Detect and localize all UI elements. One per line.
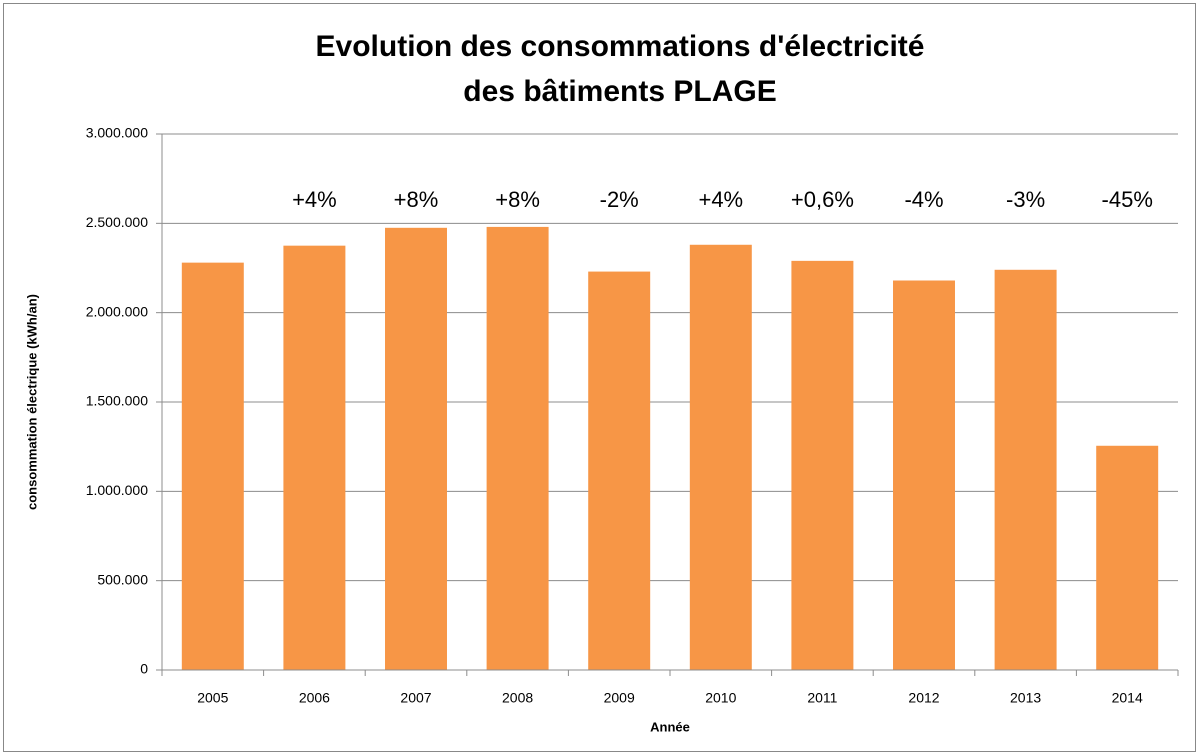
x-tick-label: 2010 bbox=[705, 690, 736, 706]
chart-title: des bâtiments PLAGE bbox=[463, 75, 776, 108]
change-label: +8% bbox=[495, 187, 540, 212]
x-tick-label: 2012 bbox=[908, 690, 939, 706]
x-tick-label: 2006 bbox=[299, 690, 330, 706]
bar bbox=[893, 280, 955, 670]
bar bbox=[486, 226, 549, 670]
change-label: +4% bbox=[292, 187, 337, 212]
x-tick-label: 2007 bbox=[400, 690, 431, 706]
x-tick-label: 2014 bbox=[1112, 690, 1143, 706]
x-tick-label: 2011 bbox=[807, 690, 837, 706]
change-label: +8% bbox=[394, 187, 439, 212]
bar bbox=[385, 227, 447, 671]
y-tick-label: 1.000.000 bbox=[86, 482, 148, 498]
bar bbox=[689, 244, 752, 671]
change-label: -45% bbox=[1102, 187, 1153, 212]
x-tick-label: 2009 bbox=[604, 690, 635, 706]
bar bbox=[181, 262, 244, 670]
bar bbox=[1096, 445, 1159, 670]
change-label: -4% bbox=[904, 187, 943, 212]
y-tick-label: 3.000.000 bbox=[86, 125, 148, 141]
x-tick-label: 2008 bbox=[502, 690, 533, 706]
change-label: +4% bbox=[698, 187, 743, 212]
y-axis-title: consommation électrique (kWh/an) bbox=[24, 294, 39, 510]
y-tick-label: 2.000.000 bbox=[86, 303, 148, 319]
y-tick-label: 1.500.000 bbox=[86, 393, 148, 409]
x-tick-label: 2005 bbox=[197, 690, 228, 706]
bar bbox=[283, 245, 346, 670]
x-axis-title: Année bbox=[650, 719, 690, 734]
chart-title: Evolution des consommations d'électricit… bbox=[316, 30, 925, 63]
change-label: +0,6% bbox=[791, 187, 854, 212]
bar bbox=[791, 260, 854, 670]
y-tick-label: 0 bbox=[140, 661, 148, 677]
change-label: -2% bbox=[600, 187, 639, 212]
bar bbox=[588, 271, 651, 670]
x-tick-label: 2013 bbox=[1010, 690, 1041, 706]
y-tick-label: 2.500.000 bbox=[86, 214, 148, 230]
y-tick-label: 500.000 bbox=[97, 571, 148, 587]
change-label: -3% bbox=[1006, 187, 1045, 212]
bar bbox=[994, 269, 1057, 670]
